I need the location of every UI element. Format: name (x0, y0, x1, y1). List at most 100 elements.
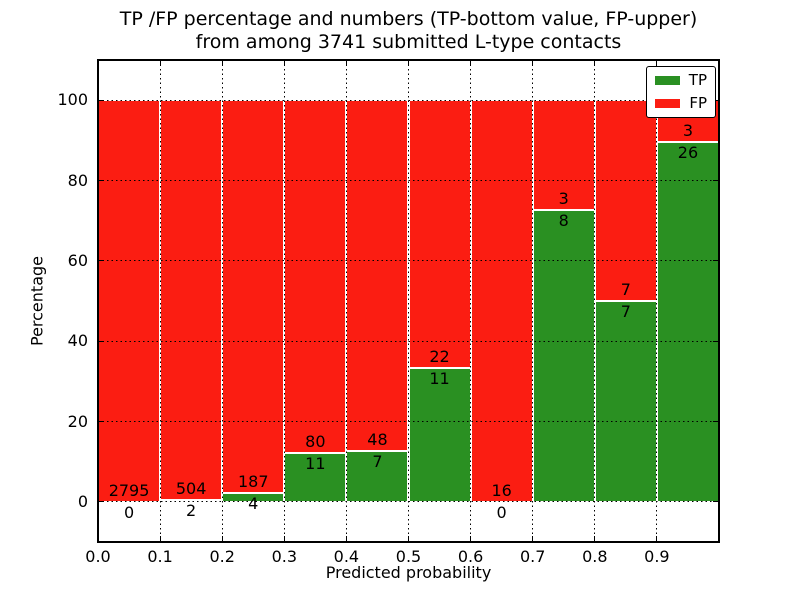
bar-segment-tp (284, 453, 347, 502)
ticks-layer (97, 60, 720, 542)
axis-tick-labels-layer: 0.0 0.1 0.2 0.3 0.4 0.5 0.6 0.7 0.8 0.9 0 20 40 60 80 1… (57, 60, 719, 565)
fp-count-label: 22 (429, 346, 450, 366)
x-tick-mark (594, 60, 596, 66)
fp-color-swatch-icon (655, 99, 680, 108)
y-tick-label: 20 (67, 411, 88, 431)
x-tick-mark (718, 536, 720, 542)
chart-title-line1: TP /FP percentage and numbers (TP-bottom… (119, 8, 698, 30)
y-tick-label: 100 (57, 90, 88, 110)
legend-item-fp: FP (655, 96, 707, 111)
bar-value-labels-layer: 2795 0 504 2 187 4 80 11 48 7 22 11 16 0 3 8 7 7 3 26 (98, 60, 719, 542)
gridline-vertical (221, 60, 223, 542)
gridline-horizontal (98, 260, 719, 262)
x-tick-mark (470, 536, 472, 542)
y-tick-mark (98, 421, 104, 422)
gridline-vertical (159, 60, 161, 542)
legend: TP FP (646, 66, 716, 118)
y-tick-mark (713, 260, 719, 262)
y-tick-mark (713, 501, 719, 503)
x-tick-mark (221, 536, 223, 542)
x-tick-label: 0.5 (395, 547, 422, 566)
legend-label-fp: FP (689, 94, 707, 112)
tp-count-label: 7 (620, 302, 631, 321)
legend-label-tp: TP (688, 71, 707, 89)
chart-title: TP /FP percentage and numbers (TP-bottom… (98, 8, 719, 54)
bar-segment-tp (408, 367, 471, 502)
x-tick-mark (221, 60, 223, 66)
y-tick-mark (713, 421, 719, 422)
bar-segment-fp (222, 100, 285, 494)
x-tick-label: 0.3 (271, 547, 298, 566)
x-tick-mark (159, 60, 161, 66)
x-tick-mark (159, 536, 161, 542)
x-tick-mark (594, 536, 596, 542)
x-tick-mark (97, 60, 99, 66)
bar-segment-tp (532, 209, 595, 502)
bar-segment-tp (594, 301, 657, 502)
y-tick-mark (98, 99, 104, 101)
bars-layer (98, 60, 719, 542)
tp-count-label: 8 (558, 210, 569, 230)
gridline-vertical (656, 60, 658, 542)
x-tick-label: 0.0 (85, 547, 111, 566)
bar-segment-tp (222, 493, 285, 502)
tp-count-label: 2 (186, 501, 197, 521)
gridline-horizontal (98, 180, 719, 181)
x-tick-label: 0.8 (582, 547, 608, 566)
bar-segment-fp (594, 100, 657, 301)
y-tick-label: 0 (77, 491, 88, 511)
x-tick-mark (470, 60, 472, 66)
x-tick-label: 0.7 (519, 547, 546, 566)
x-tick-mark (408, 60, 409, 66)
gridline-vertical (408, 60, 409, 542)
fp-count-label: 7 (620, 280, 631, 299)
gridline-vertical (470, 60, 472, 542)
x-tick-mark (97, 536, 99, 542)
fp-count-label: 3 (558, 188, 569, 208)
y-tick-label: 60 (67, 250, 88, 270)
y-axis-label: Percentage (27, 255, 47, 347)
tp-count-label: 26 (677, 142, 699, 162)
x-tick-mark (283, 536, 285, 542)
bar-segment-tp (346, 450, 409, 502)
y-tick-mark (713, 180, 719, 181)
tp-count-label: 0 (496, 502, 507, 522)
gridline-horizontal (98, 421, 719, 422)
bar-segment-fp (532, 100, 595, 210)
grid-layer (98, 60, 719, 542)
x-tick-mark (532, 536, 534, 542)
bar-segment-fp (160, 100, 223, 501)
fp-count-label: 48 (367, 429, 388, 449)
y-tick-mark (713, 340, 719, 342)
x-axis-label: Predicted probability (325, 563, 492, 582)
x-tick-label: 0.2 (209, 547, 235, 566)
x-tick-label: 0.1 (147, 547, 173, 566)
y-tick-mark (98, 501, 104, 503)
x-tick-mark (656, 60, 658, 66)
y-tick-mark (98, 180, 104, 181)
x-tick-label: 0.6 (457, 547, 484, 566)
bar-segment-fp (346, 100, 409, 451)
fp-count-label: 187 (237, 472, 269, 492)
x-tick-mark (408, 536, 409, 542)
tp-color-swatch-icon (655, 76, 680, 85)
gridline-vertical (594, 60, 596, 542)
gridline-vertical (532, 60, 534, 542)
fp-count-label: 16 (491, 480, 512, 500)
y-tick-label: 40 (67, 331, 88, 351)
bar-segment-tp (656, 141, 719, 502)
gridline-horizontal (98, 501, 719, 503)
fp-count-label: 80 (305, 432, 326, 452)
gridline-vertical (345, 60, 347, 542)
bar-segment-fp (408, 100, 471, 368)
x-tick-mark (718, 60, 720, 66)
x-tick-mark (283, 60, 285, 66)
fp-count-label: 3 (682, 120, 694, 140)
x-tick-label: 0.4 (333, 547, 360, 566)
tp-count-label: 0 (123, 502, 135, 522)
gridline-horizontal (98, 340, 719, 342)
chart-title-line2: from among 3741 submitted L-type contact… (195, 31, 622, 53)
y-tick-mark (98, 340, 104, 342)
x-tick-mark (656, 536, 658, 542)
